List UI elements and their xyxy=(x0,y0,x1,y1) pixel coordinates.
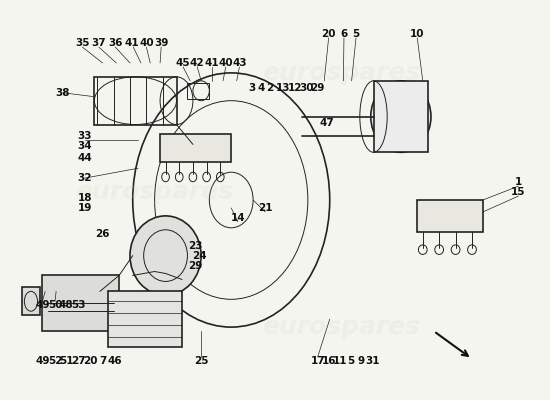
Text: 40: 40 xyxy=(218,58,233,68)
Text: 3: 3 xyxy=(249,83,256,93)
Text: eurospares: eurospares xyxy=(262,315,420,339)
Text: 41: 41 xyxy=(124,38,139,48)
Text: 5: 5 xyxy=(353,29,360,39)
Text: 19: 19 xyxy=(78,203,92,213)
Text: 30: 30 xyxy=(300,83,314,93)
Text: 13: 13 xyxy=(276,83,290,93)
Text: 48: 48 xyxy=(59,300,73,310)
Text: 7: 7 xyxy=(99,356,106,366)
Text: 15: 15 xyxy=(512,187,526,197)
Text: 18: 18 xyxy=(78,193,92,203)
Text: 11: 11 xyxy=(332,356,347,366)
Text: 52: 52 xyxy=(48,356,62,366)
Text: 53: 53 xyxy=(71,300,85,310)
Text: 23: 23 xyxy=(189,241,203,251)
Text: 2: 2 xyxy=(266,83,273,93)
Text: 49: 49 xyxy=(35,356,50,366)
Text: 40: 40 xyxy=(139,38,153,48)
Text: 45: 45 xyxy=(176,58,190,68)
Text: eurospares: eurospares xyxy=(75,180,234,204)
Text: 38: 38 xyxy=(56,88,70,98)
Text: 42: 42 xyxy=(190,58,205,68)
Text: 29: 29 xyxy=(311,83,325,93)
Text: 51: 51 xyxy=(59,356,73,366)
Text: 43: 43 xyxy=(232,58,247,68)
Text: 17: 17 xyxy=(310,356,325,366)
Text: 20: 20 xyxy=(83,356,97,366)
Text: 12: 12 xyxy=(288,83,302,93)
Ellipse shape xyxy=(371,81,431,152)
Bar xyxy=(188,83,210,99)
Bar xyxy=(108,291,182,347)
Text: 5: 5 xyxy=(347,356,354,366)
Text: 34: 34 xyxy=(77,141,92,151)
Text: eurospares: eurospares xyxy=(262,61,420,85)
Text: 33: 33 xyxy=(78,132,92,142)
Text: 10: 10 xyxy=(410,29,425,39)
Text: 14: 14 xyxy=(230,213,245,223)
Text: 29: 29 xyxy=(189,260,203,270)
Text: 44: 44 xyxy=(77,153,92,163)
Bar xyxy=(42,276,119,331)
Text: 39: 39 xyxy=(154,38,168,48)
Bar xyxy=(160,134,231,162)
Text: 9: 9 xyxy=(358,356,365,366)
Bar xyxy=(22,287,40,315)
Text: 24: 24 xyxy=(192,251,207,261)
Text: 20: 20 xyxy=(321,29,336,39)
Text: 27: 27 xyxy=(71,356,85,366)
Text: 46: 46 xyxy=(108,356,123,366)
Text: 31: 31 xyxy=(365,356,380,366)
Text: 16: 16 xyxy=(321,356,336,366)
Text: 36: 36 xyxy=(108,38,123,48)
Text: 4: 4 xyxy=(257,83,265,93)
Text: 1: 1 xyxy=(515,177,522,187)
Text: 26: 26 xyxy=(95,229,110,239)
Text: 32: 32 xyxy=(78,173,92,183)
Text: 47: 47 xyxy=(320,118,334,128)
Text: 50: 50 xyxy=(48,300,62,310)
Bar xyxy=(417,200,483,232)
Text: 6: 6 xyxy=(340,29,348,39)
Text: 35: 35 xyxy=(75,38,90,48)
Text: 21: 21 xyxy=(258,203,272,213)
Bar xyxy=(373,81,428,152)
Ellipse shape xyxy=(130,216,201,295)
Text: 41: 41 xyxy=(205,58,219,68)
Text: 37: 37 xyxy=(91,38,106,48)
Bar xyxy=(95,77,177,124)
Text: 25: 25 xyxy=(194,356,208,366)
Text: 49: 49 xyxy=(35,300,50,310)
